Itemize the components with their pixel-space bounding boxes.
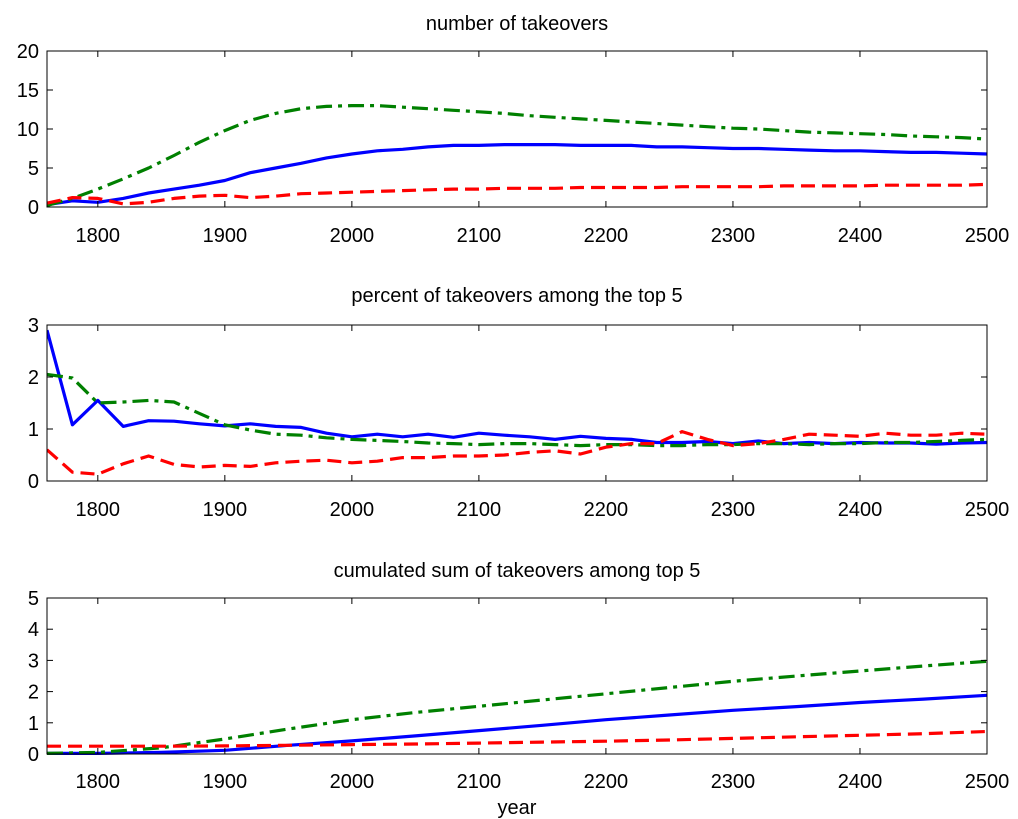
y-tick-label: 2 — [28, 367, 39, 389]
x-tick-label: 1900 — [203, 499, 248, 521]
y-tick-label: 0 — [28, 471, 39, 493]
x-tick-label: 2000 — [330, 771, 375, 793]
y-tick-label: 5 — [28, 588, 39, 610]
x-tick-label: 2100 — [457, 499, 502, 521]
axes-box — [46, 50, 988, 208]
x-tick-label: 2200 — [584, 771, 629, 793]
y-tick-label: 5 — [28, 158, 39, 180]
x-tick-label: 2100 — [457, 225, 502, 247]
x-tick-label: 2000 — [330, 499, 375, 521]
series-line-dashdot — [47, 103, 987, 207]
y-tick-label: 3 — [28, 650, 39, 672]
series-line-dashdot — [47, 659, 987, 755]
x-tick-label: 2400 — [838, 499, 883, 521]
y-tick-label: 1 — [28, 713, 39, 735]
chart-panel-2: percent of takeovers among the top 5 1800… — [28, 285, 1009, 521]
x-tick-label: 2400 — [838, 771, 883, 793]
series-line-dashed — [47, 430, 987, 476]
y-tick-label: 4 — [28, 619, 39, 641]
axes-box — [46, 324, 988, 482]
series-line-solid — [47, 329, 987, 446]
x-tick-label: 2000 — [330, 225, 375, 247]
x-tick-label: 2500 — [965, 225, 1010, 247]
x-tick-label: 2500 — [965, 499, 1010, 521]
x-tick-label: 2400 — [838, 225, 883, 247]
x-tick-label: 2500 — [965, 771, 1010, 793]
y-tick-label: 1 — [28, 419, 39, 441]
series-line-solid — [47, 693, 987, 756]
x-tick-label: 2100 — [457, 771, 502, 793]
y-tick-label: 0 — [28, 744, 39, 766]
series-line-dashdot — [47, 372, 987, 448]
chart-title: percent of takeovers among the top 5 — [351, 285, 682, 307]
series-line-dashed — [47, 729, 987, 748]
y-tick-label: 2 — [28, 682, 39, 704]
x-tick-label: 2200 — [584, 499, 629, 521]
chart-title: cumulated sum of takeovers among top 5 — [334, 560, 701, 582]
chart-panel-3: cumulated sum of takeovers among top 5 18… — [28, 560, 1009, 819]
y-tick-label: 3 — [28, 315, 39, 337]
x-tick-label: 1800 — [76, 225, 121, 247]
x-tick-label: 2200 — [584, 225, 629, 247]
chart-title: number of takeovers — [426, 13, 608, 35]
x-tick-label: 1800 — [76, 771, 121, 793]
axes-box — [46, 597, 988, 755]
y-tick-label: 20 — [17, 41, 39, 63]
x-axis-label: year — [498, 797, 537, 819]
x-tick-label: 1900 — [203, 771, 248, 793]
x-tick-label: 1800 — [76, 499, 121, 521]
y-tick-label: 10 — [17, 119, 39, 141]
chart-panel-1: number of takeovers 1800 1900 2000 2100 2200 2… — [17, 13, 1010, 247]
y-tick-label: 15 — [17, 80, 39, 102]
x-tick-label: 2300 — [711, 499, 756, 521]
x-tick-label: 1900 — [203, 225, 248, 247]
x-tick-label: 2300 — [711, 225, 756, 247]
x-tick-label: 2300 — [711, 771, 756, 793]
series-line-solid — [47, 143, 987, 207]
series-line-dashed — [47, 182, 987, 206]
y-tick-label: 0 — [28, 197, 39, 219]
